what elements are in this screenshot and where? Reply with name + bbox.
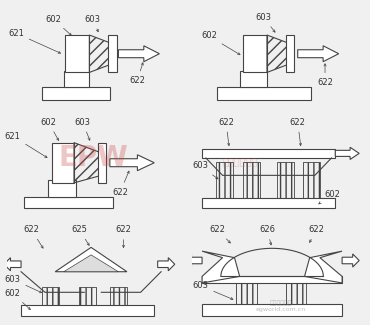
- Text: 626: 626: [259, 225, 275, 245]
- Text: 602: 602: [46, 15, 71, 35]
- Text: 电子工程世界: 电子工程世界: [223, 156, 258, 166]
- Text: 621: 621: [4, 132, 47, 158]
- Text: 622: 622: [317, 64, 333, 87]
- Bar: [24, 197, 113, 208]
- Bar: [202, 198, 335, 208]
- Text: 622: 622: [129, 63, 145, 85]
- Text: 603: 603: [192, 281, 233, 300]
- Polygon shape: [342, 254, 359, 267]
- Polygon shape: [4, 258, 21, 271]
- Polygon shape: [55, 247, 127, 272]
- Polygon shape: [202, 251, 240, 283]
- Text: 602: 602: [319, 189, 340, 204]
- Text: 电子工程世界
egworld.com.cn: 电子工程世界 egworld.com.cn: [256, 301, 306, 312]
- Text: 603: 603: [4, 275, 42, 293]
- Bar: [108, 35, 117, 72]
- Bar: [202, 149, 335, 158]
- Text: 603: 603: [192, 162, 218, 179]
- Bar: [52, 143, 74, 183]
- Text: 622: 622: [23, 225, 43, 248]
- Bar: [236, 282, 257, 305]
- Bar: [243, 162, 260, 198]
- Bar: [65, 35, 90, 72]
- Polygon shape: [110, 155, 154, 171]
- Polygon shape: [305, 251, 342, 283]
- Bar: [41, 87, 110, 99]
- Text: 603: 603: [256, 13, 275, 32]
- Polygon shape: [298, 46, 339, 62]
- Text: 622: 622: [115, 225, 131, 248]
- Text: 602: 602: [4, 289, 30, 309]
- Bar: [41, 287, 58, 305]
- Bar: [216, 162, 233, 198]
- Bar: [243, 35, 267, 72]
- Text: 602: 602: [201, 32, 240, 55]
- Bar: [202, 276, 342, 283]
- Bar: [48, 180, 76, 197]
- Text: 603: 603: [74, 118, 91, 140]
- Bar: [110, 287, 127, 305]
- Bar: [79, 287, 96, 305]
- Text: 603: 603: [85, 15, 101, 32]
- Polygon shape: [64, 255, 118, 272]
- Bar: [21, 306, 154, 316]
- Bar: [240, 71, 267, 87]
- Bar: [286, 282, 306, 305]
- Bar: [64, 71, 90, 87]
- Text: 622: 622: [112, 171, 129, 197]
- Text: 625: 625: [71, 225, 89, 245]
- Text: 622: 622: [309, 225, 324, 242]
- Bar: [286, 35, 294, 72]
- Text: 621: 621: [8, 29, 61, 53]
- Text: 622: 622: [209, 225, 231, 243]
- Bar: [202, 305, 342, 316]
- Text: 622: 622: [218, 118, 234, 146]
- Polygon shape: [335, 147, 359, 160]
- Bar: [303, 162, 320, 198]
- Bar: [218, 87, 312, 99]
- Polygon shape: [118, 46, 159, 62]
- Text: 602: 602: [40, 118, 58, 140]
- Text: EPW: EPW: [58, 144, 128, 172]
- Bar: [98, 143, 107, 183]
- Bar: [277, 162, 294, 198]
- Text: 622: 622: [290, 118, 306, 146]
- Polygon shape: [185, 254, 202, 267]
- Polygon shape: [158, 258, 175, 271]
